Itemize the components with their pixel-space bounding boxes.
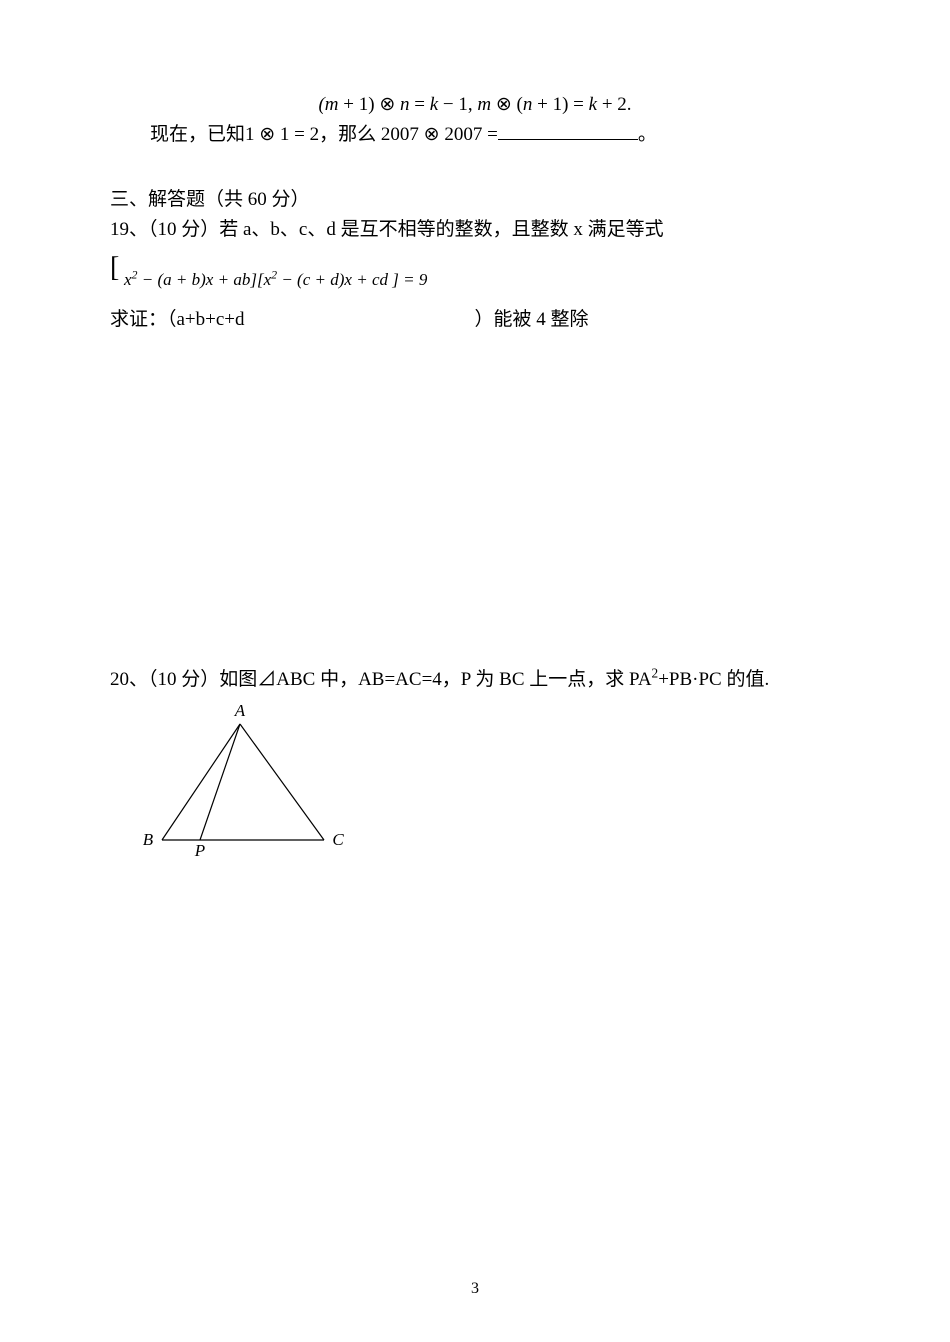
eq-top-suffix: 。 [638, 124, 657, 145]
page-number: 3 [0, 1276, 950, 1302]
triangle-svg: A B C P [140, 704, 370, 859]
vertex-label: B [143, 830, 154, 849]
q19-prove-post: ）能被 4 整除 [475, 309, 589, 330]
triangle-edge [240, 724, 324, 840]
vertex-label: A [234, 704, 246, 720]
eq-top-line2: 现在，已知1 ⊗ 1 = 2，那么 2007 ⊗ 2007 = 。 [110, 120, 840, 150]
vertex-label: C [332, 830, 344, 849]
eq-top-line1: (m + 1) ⊗ n = k − 1, m ⊗ (n + 1) = k + 2… [110, 90, 840, 120]
eq-top-line1-text: (m + 1) ⊗ n = k − 1, m ⊗ (n + 1) = k + 2… [318, 94, 631, 115]
fill-blank [498, 120, 638, 140]
eq-top-prefix: 现在，已知 [150, 124, 245, 145]
triangle-edge [162, 724, 240, 840]
q19-equation: [ x2 − (a + b)x + ab][x2 − (c + d)x + cd… [110, 252, 840, 295]
section-3-heading: 三、解答题（共 60 分） [110, 185, 840, 215]
q19-eq-body: x2 − (a + b)x + ab][x2 − (c + d)x + cd ]… [110, 252, 427, 293]
triangle-edge [200, 724, 240, 840]
eq-top-ask: 2007 ⊗ 2007 = [381, 124, 498, 145]
q19-prove: 求证：（a+b+c+d ）能被 4 整除 [110, 305, 840, 335]
q20-text-a: 20、（10 分）如图⊿ABC 中，AB=AC=4，P 为 BC 上一点，求 P… [110, 669, 652, 690]
vertex-label: P [194, 841, 205, 859]
open-bracket: [ [110, 246, 119, 291]
q19-prove-pre: 求证：（a+b+c+d [110, 309, 245, 330]
q20-text-b: +PB·PC 的值. [658, 669, 769, 690]
q20-figure: A B C P [140, 704, 840, 869]
spacer [110, 151, 840, 179]
eq-top-mid: ，那么 [319, 124, 381, 145]
q20-text: 20、（10 分）如图⊿ABC 中，AB=AC=4，P 为 BC 上一点，求 P… [110, 665, 840, 695]
document-page: (m + 1) ⊗ n = k − 1, m ⊗ (n + 1) = k + 2… [0, 0, 950, 1342]
q19-lead: 19、（10 分）若 a、b、c、d 是互不相等的整数，且整数 x 满足等式 [110, 215, 840, 245]
spacer [110, 335, 840, 665]
eq-top-known: 1 ⊗ 1 = 2 [245, 124, 319, 145]
